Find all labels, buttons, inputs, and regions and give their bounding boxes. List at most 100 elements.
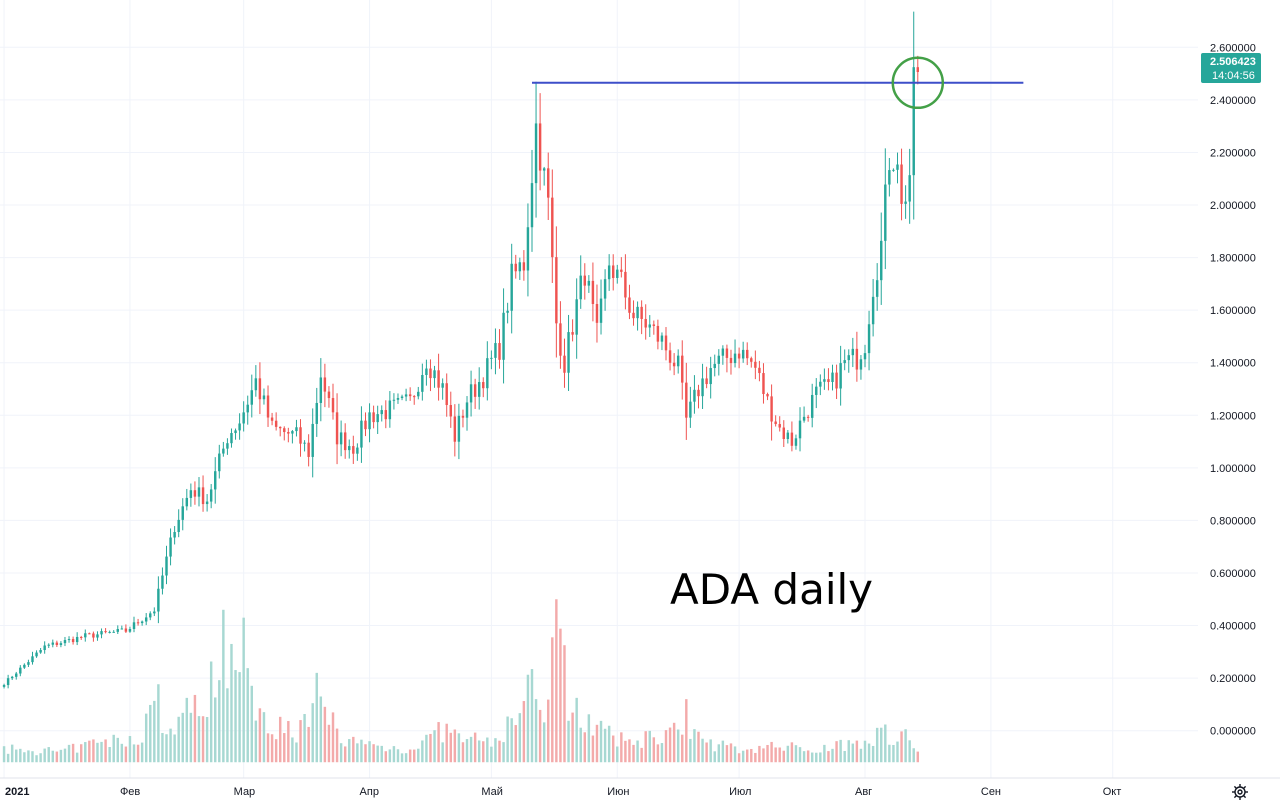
volume-bar bbox=[778, 747, 781, 763]
volume-bar bbox=[819, 752, 822, 763]
candle-body bbox=[798, 420, 802, 439]
candle-body bbox=[547, 168, 550, 198]
candle-body bbox=[396, 398, 400, 400]
candle-body bbox=[197, 487, 201, 497]
candle-body bbox=[189, 490, 193, 498]
candle-body bbox=[810, 394, 814, 418]
volume-bar bbox=[19, 748, 22, 763]
candle-body bbox=[794, 438, 798, 446]
candle-body bbox=[250, 390, 254, 405]
y-tick-label: 2.000000 bbox=[1210, 200, 1256, 212]
candle-body bbox=[514, 263, 517, 272]
candle-body bbox=[153, 611, 156, 614]
volume-bar bbox=[372, 744, 375, 763]
x-tick-label: Июл bbox=[729, 786, 751, 798]
volume-bar bbox=[754, 752, 757, 763]
candle-body bbox=[871, 296, 875, 325]
volume-bar bbox=[912, 748, 915, 763]
candle-body bbox=[542, 168, 546, 171]
candle-body bbox=[729, 357, 733, 364]
volume-bar bbox=[790, 742, 794, 763]
candle-body bbox=[786, 432, 790, 440]
candle-body bbox=[388, 400, 392, 420]
candle-body bbox=[319, 377, 323, 403]
volume-bar bbox=[685, 699, 688, 763]
candle-body bbox=[295, 427, 298, 432]
volume-bar bbox=[112, 734, 115, 763]
candle-body bbox=[538, 123, 542, 171]
volume-bar bbox=[319, 696, 323, 763]
candle-body bbox=[640, 306, 643, 319]
volume-bar bbox=[900, 731, 903, 763]
time-axis: 2021 Фев Мар Апр Май Июн Июл Авг Сен Окт bbox=[0, 777, 1280, 807]
candle-body bbox=[867, 324, 871, 354]
candle-body bbox=[551, 197, 554, 258]
volume-bar bbox=[831, 748, 834, 763]
candle-body bbox=[356, 447, 359, 454]
volume-bar bbox=[238, 672, 241, 763]
candle-body bbox=[904, 201, 907, 204]
volume-bar bbox=[770, 741, 773, 763]
x-tick-label: Июн bbox=[607, 786, 629, 798]
candle-body bbox=[84, 633, 87, 638]
volume-bar bbox=[149, 704, 152, 763]
candle-body bbox=[624, 271, 627, 298]
candle-body bbox=[140, 621, 144, 624]
volume-bar bbox=[681, 734, 684, 763]
candle-body bbox=[595, 304, 599, 323]
candle-body bbox=[855, 348, 859, 370]
y-tick-label: 1.600000 bbox=[1210, 305, 1256, 317]
volume-bar bbox=[445, 723, 448, 763]
current-price-badge: 2.506423 14:04:56 bbox=[1201, 53, 1261, 83]
candle-body bbox=[644, 318, 647, 328]
candle-body bbox=[815, 386, 818, 395]
volume-bar bbox=[534, 699, 538, 763]
volume-bar bbox=[733, 746, 737, 763]
candle-body bbox=[486, 358, 489, 389]
volume-bar bbox=[270, 734, 274, 763]
candle-body bbox=[429, 368, 432, 379]
volume-bar bbox=[43, 748, 46, 763]
volume-bar bbox=[408, 749, 412, 763]
candle-body bbox=[754, 361, 757, 368]
volume-bar bbox=[603, 728, 607, 763]
candle-body bbox=[169, 537, 172, 557]
candle-body bbox=[567, 332, 570, 373]
candle-body bbox=[417, 391, 420, 397]
candle-body bbox=[400, 396, 404, 399]
volume-bar bbox=[6, 753, 10, 763]
settings-button[interactable] bbox=[1232, 784, 1248, 800]
volume-bar bbox=[278, 716, 282, 763]
candle-body bbox=[908, 175, 911, 202]
candle-body bbox=[806, 416, 810, 418]
candle-body bbox=[287, 432, 290, 434]
volume-bar bbox=[498, 740, 501, 763]
candle-body bbox=[96, 634, 99, 638]
candle-body bbox=[132, 622, 136, 629]
candle-body bbox=[766, 394, 769, 397]
candle-body bbox=[262, 395, 266, 400]
candle-body bbox=[71, 639, 75, 643]
volume-bar bbox=[835, 741, 838, 763]
volume-bar bbox=[157, 684, 160, 763]
candle-body bbox=[733, 353, 737, 364]
x-tick-label: Мар bbox=[234, 786, 256, 798]
candle-body bbox=[116, 629, 119, 632]
volume-bar bbox=[380, 745, 383, 763]
candle-body bbox=[611, 265, 615, 278]
candle-body bbox=[737, 353, 741, 359]
highlight-circle bbox=[891, 56, 945, 110]
volume-bar bbox=[327, 724, 331, 763]
price-candles bbox=[2, 11, 920, 689]
candle-body bbox=[445, 383, 448, 406]
candle-body bbox=[43, 645, 46, 651]
volume-bar bbox=[908, 740, 911, 763]
candle-body bbox=[762, 373, 765, 395]
volume-bar bbox=[116, 737, 119, 763]
candle-body bbox=[689, 401, 692, 418]
candle-body bbox=[35, 652, 38, 657]
volume-bar bbox=[737, 753, 741, 763]
candle-body bbox=[672, 362, 676, 367]
candle-body bbox=[92, 633, 95, 638]
volume-bar bbox=[892, 745, 895, 763]
